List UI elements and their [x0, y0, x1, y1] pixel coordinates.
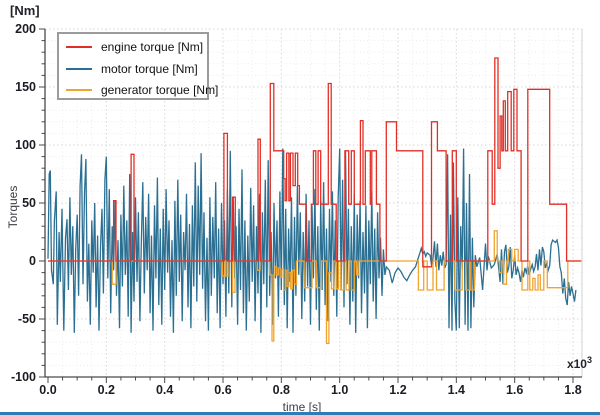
legend-item-engine-torque: engine torque [Nm] — [59, 36, 207, 58]
y-tick-label: 200 — [15, 22, 36, 36]
legend-item-generator-torque: generator torque [Nm] — [59, 79, 218, 101]
x-tick-label: 1.6 — [506, 383, 523, 397]
x-tick-label: 0.0 — [39, 383, 56, 397]
legend-line-swatch — [66, 67, 92, 70]
window-bottom-edge — [0, 412, 600, 415]
series-engine-torque — [48, 57, 582, 268]
x-axis-title: time [s] — [282, 400, 322, 414]
x-multiplier-base: x10 — [566, 357, 587, 371]
x-tick-label: 0.8 — [273, 383, 290, 397]
y-tick-label: 50 — [22, 196, 36, 210]
legend-label: engine torque [Nm] — [101, 40, 204, 54]
tick-marks — [39, 28, 574, 383]
x-tick-label: 1.8 — [564, 383, 581, 397]
series-motor-torque — [47, 148, 577, 333]
y-tick-label: -50 — [18, 312, 36, 326]
legend-box: engine torque [Nm] motor torque [Nm] gener… — [57, 32, 218, 101]
legend-line-swatch — [66, 89, 92, 91]
y-axis-title: Torques — [6, 185, 20, 229]
y-tick-label: 0 — [29, 254, 36, 268]
y-axis-unit-label: [Nm] — [10, 3, 40, 18]
legend-item-motor-torque: motor torque [Nm] — [59, 58, 207, 80]
x-axis-multiplier: x103 — [567, 355, 592, 371]
x-tick-label: 1.2 — [389, 383, 406, 397]
x-tick-label: 0.2 — [98, 383, 115, 397]
x-tick-label: 0.4 — [156, 383, 173, 397]
y-tick-label: -100 — [11, 370, 36, 384]
x-tick-label: 1.4 — [448, 383, 465, 397]
x-tick-label: 0.6 — [214, 383, 231, 397]
y-tick-label: 150 — [15, 80, 36, 94]
legend-label: motor torque [Nm] — [101, 61, 198, 76]
legend-line-swatch — [66, 46, 92, 48]
x-multiplier-exponent: 3 — [586, 355, 592, 365]
y-tick-label: 100 — [15, 138, 36, 152]
legend-label: generator torque [Nm] — [101, 83, 219, 97]
x-tick-label: 1.0 — [331, 383, 348, 397]
